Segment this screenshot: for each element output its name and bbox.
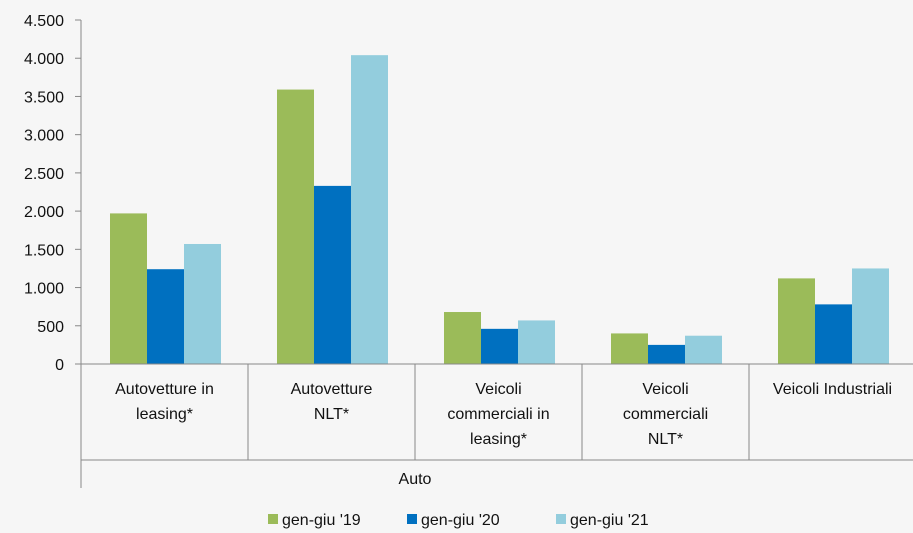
y-tick-label: 2.000 — [24, 204, 64, 221]
bar-1-1 — [110, 213, 147, 364]
y-tick-label: 500 — [37, 319, 64, 336]
category-label: Veicoli — [642, 381, 688, 398]
bars — [110, 55, 889, 365]
category-label: leasing* — [470, 431, 527, 448]
bar-2-4 — [648, 344, 685, 364]
y-tick-label: 4.500 — [24, 13, 64, 30]
legend-label: gen-giu '20 — [421, 512, 500, 529]
bar-3-4 — [685, 335, 722, 364]
y-tick-label: 3.500 — [24, 89, 64, 106]
bar-3-5 — [852, 268, 889, 364]
legend-swatch — [407, 514, 417, 524]
y-tick-label: 1.500 — [24, 242, 64, 259]
legend-label: gen-giu '21 — [570, 512, 649, 529]
y-tick-label: 0 — [55, 357, 64, 374]
category-label: Veicoli Industriali — [773, 381, 892, 398]
y-tick-label: 2.500 — [24, 166, 64, 183]
category-label: commerciali in — [447, 406, 549, 423]
bar-3-3 — [518, 320, 555, 364]
category-label: Autovetture — [291, 381, 373, 398]
y-tick-label: 1.000 — [24, 281, 64, 298]
bar-2-2 — [314, 185, 351, 364]
bar-1-5 — [778, 278, 815, 364]
legend-swatch — [268, 514, 278, 524]
bar-2-5 — [815, 304, 852, 364]
category-label: Veicoli — [475, 381, 521, 398]
category-label: Autovetture in — [115, 381, 214, 398]
legend-swatch — [556, 514, 566, 524]
bar-1-3 — [444, 312, 481, 364]
category-label: NLT* — [314, 406, 349, 423]
category-label: commerciali — [623, 406, 708, 423]
category-label: NLT* — [648, 431, 683, 448]
y-tick-label: 3.000 — [24, 128, 64, 145]
legend: gen-giu '19 gen-giu '20 gen-giu '21 — [268, 512, 649, 529]
bar-3-2 — [351, 55, 388, 365]
bar-1-4 — [611, 333, 648, 364]
y-tick-label: 4.000 — [24, 51, 64, 68]
x-axis: Autovetture in leasing* Autovetture NLT* Vei… — [80, 363, 913, 488]
y-axis: 0 500 1.000 1.500 2.000 2.500 3.000 3.500 4.000 4… — [24, 13, 82, 374]
legend-label: gen-giu '19 — [282, 512, 361, 529]
bar-2-1 — [147, 269, 184, 364]
bar-2-3 — [481, 328, 518, 364]
bar-3-1 — [184, 243, 221, 364]
group-label: Auto — [399, 471, 432, 488]
bar-1-2 — [277, 89, 314, 364]
category-label: leasing* — [136, 406, 193, 423]
